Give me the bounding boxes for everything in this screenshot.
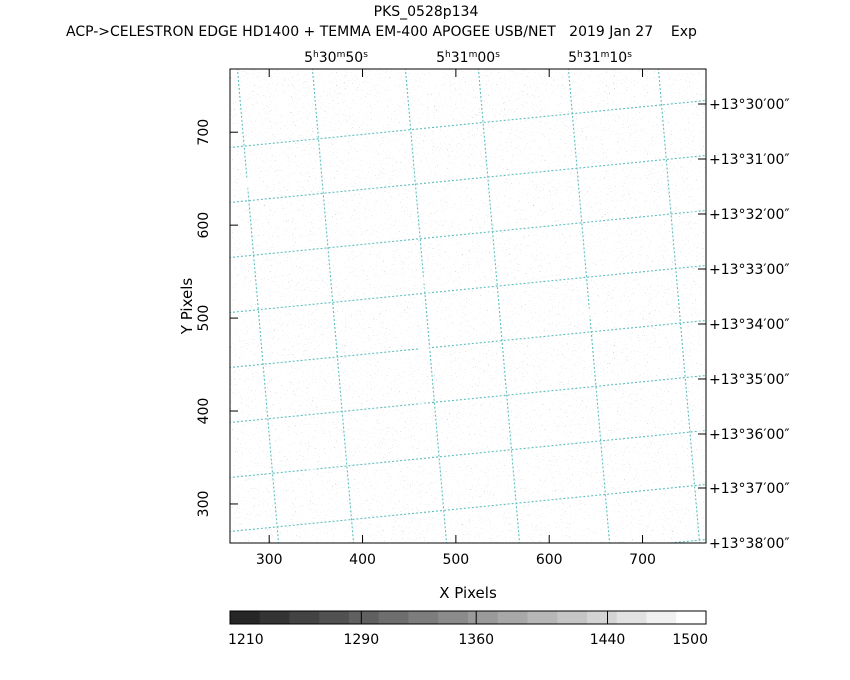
x-tick-label: 400 xyxy=(349,552,376,568)
figure-subtitle: ACP->CELESTRON EDGE HD1400 + TEMMA EM-40… xyxy=(66,24,697,40)
ra-grid-line xyxy=(404,69,448,543)
colorbar-step xyxy=(438,611,469,624)
star-source xyxy=(514,229,525,240)
star-source xyxy=(423,284,433,294)
y-tick-label: 600 xyxy=(196,212,212,239)
dec-grid-line xyxy=(230,154,706,204)
ra-axis-labels: 5h30m50s 5h31m00s 5h31m10s xyxy=(304,50,632,76)
colorbar-tick-label: 1500 xyxy=(672,632,708,648)
ra-tick-label: 5h30m50s xyxy=(304,50,368,66)
star-source xyxy=(379,272,391,284)
star-source xyxy=(523,470,536,484)
colorbar-step xyxy=(349,611,380,624)
colorbar: 1210 1290 1360 1440 1500 xyxy=(228,610,708,648)
x-tick-label: 700 xyxy=(629,552,656,568)
colorbar-step xyxy=(259,611,290,624)
colorbar-step xyxy=(408,611,439,624)
dec-grid-line xyxy=(230,209,706,259)
x-axis: 300 400 500 600 700 xyxy=(256,69,656,568)
colorbar-tick-label: 1210 xyxy=(228,632,264,648)
colorbar-tick-label: 1290 xyxy=(343,632,379,648)
dec-tick-label: +13°33′00″ xyxy=(709,262,790,278)
dec-grid-line xyxy=(230,374,706,424)
colorbar-step xyxy=(378,611,409,624)
star-source xyxy=(415,401,430,416)
star-source xyxy=(403,448,413,458)
star-source xyxy=(632,84,644,97)
image-plot-area xyxy=(230,69,706,543)
star-source xyxy=(417,341,431,356)
colorbar-step xyxy=(289,611,320,624)
coordinate-grid xyxy=(230,69,706,543)
star-sources xyxy=(230,81,705,538)
y-axis: 300 400 500 600 700 xyxy=(196,119,238,517)
ra-grid-line xyxy=(477,69,521,543)
dec-tick-label: +13°35′00″ xyxy=(709,372,790,388)
star-source xyxy=(583,81,598,96)
x-tick-label: 500 xyxy=(442,552,469,568)
y-tick-label: 400 xyxy=(196,398,212,425)
colorbar-step xyxy=(319,611,350,624)
y-tick-label: 700 xyxy=(196,119,212,146)
colorbar-step xyxy=(230,611,261,624)
star-source xyxy=(230,396,238,404)
dec-grid-line xyxy=(230,319,706,369)
dec-tick-label: +13°31′00″ xyxy=(709,152,790,168)
star-source xyxy=(507,212,519,223)
ra-grid-line xyxy=(567,69,611,543)
dec-grid-line xyxy=(230,429,706,479)
dec-tick-label: +13°36′00″ xyxy=(709,427,790,443)
ra-tick-label: 5h31m00s xyxy=(436,50,500,66)
dec-tick-label: +13°38′00″ xyxy=(709,536,790,552)
colorbar-step xyxy=(616,611,647,624)
dec-tick-label: +13°32′00″ xyxy=(709,207,790,223)
colorbar-step xyxy=(557,611,588,624)
y-axis-label: Y Pixels xyxy=(178,278,196,336)
dec-grid-line xyxy=(230,483,706,533)
dec-grid-line xyxy=(230,264,706,314)
star-source xyxy=(305,458,319,472)
x-axis-label: X Pixels xyxy=(439,584,497,602)
colorbar-step xyxy=(468,611,499,624)
dec-tick-label: +13°30′00″ xyxy=(709,97,790,113)
dec-tick-label: +13°37′00″ xyxy=(709,481,790,497)
star-source xyxy=(541,530,550,538)
ra-grid-line xyxy=(236,69,280,543)
star-source xyxy=(239,176,253,191)
y-tick-label: 500 xyxy=(196,305,212,332)
star-source xyxy=(690,210,698,218)
ra-grid-line xyxy=(311,69,355,543)
dec-grid-line xyxy=(230,99,706,149)
star-source xyxy=(583,307,595,319)
colorbar-tick-label: 1360 xyxy=(458,632,494,648)
colorbar-step xyxy=(646,611,677,624)
ra-grid-line xyxy=(657,69,701,543)
x-tick-label: 600 xyxy=(536,552,563,568)
y-tick-label: 300 xyxy=(196,491,212,518)
star-source xyxy=(609,511,622,525)
star-source xyxy=(600,529,609,538)
plot-frame xyxy=(229,68,707,544)
colorbar-step xyxy=(676,611,707,624)
star-source xyxy=(490,94,502,105)
colorbar-step xyxy=(497,611,528,624)
dec-axis-labels: +13°30′00″ +13°31′00″ +13°32′00″ +13°33′00″… xyxy=(698,97,790,552)
dec-tick-label: +13°34′00″ xyxy=(709,317,790,333)
colorbar-tick-label: 1440 xyxy=(590,632,626,648)
x-tick-label: 300 xyxy=(256,552,283,568)
ra-tick-label: 5h31m10s xyxy=(568,50,632,66)
colorbar-step xyxy=(527,611,558,624)
star-source xyxy=(696,427,705,436)
colorbar-step xyxy=(587,611,618,624)
figure-title: PKS_0528p134 xyxy=(374,4,479,20)
star-source xyxy=(420,274,432,286)
